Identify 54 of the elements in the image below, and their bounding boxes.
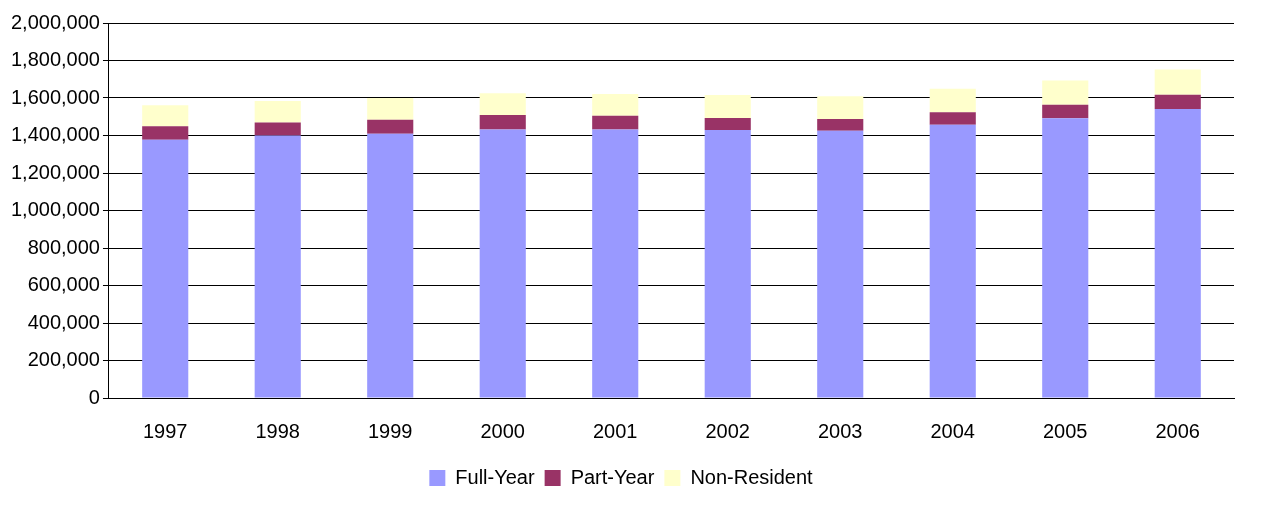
bar	[592, 115, 639, 130]
x-tick-label: 2004	[930, 419, 975, 442]
bar	[367, 133, 414, 398]
bar	[592, 129, 639, 398]
bar	[1154, 108, 1201, 398]
bar	[1154, 69, 1201, 95]
y-tick-label: 400,000	[27, 310, 100, 333]
y-tick-label: 1,200,000	[10, 160, 100, 183]
bar	[1042, 80, 1089, 105]
bar	[479, 93, 526, 115]
bar	[254, 101, 301, 123]
bar	[1042, 118, 1089, 398]
y-tick-label: 1,000,000	[10, 198, 100, 221]
y-tick-label: 0	[88, 385, 100, 408]
bar	[142, 105, 189, 127]
bar	[254, 122, 301, 136]
bar	[479, 114, 526, 130]
bar	[367, 119, 414, 134]
bar	[1154, 94, 1201, 109]
y-tick-label: 200,000	[27, 348, 100, 371]
legend-label: Part-Year	[570, 465, 655, 488]
bar	[817, 96, 864, 119]
bar	[817, 130, 864, 398]
x-tick-label: 2002	[705, 419, 750, 442]
bar	[929, 88, 976, 113]
bar	[142, 139, 189, 398]
x-tick-label: 1998	[255, 419, 300, 442]
y-tick-label: 2,000,000	[10, 10, 100, 33]
x-tick-label: 2001	[592, 419, 638, 442]
x-tick-label: 2005	[1043, 419, 1088, 442]
bar	[929, 112, 976, 125]
bar	[929, 124, 976, 398]
x-tick-label: 2000	[480, 419, 525, 442]
y-tick-label: 600,000	[27, 273, 100, 296]
x-tick-label: 2003	[817, 419, 863, 442]
x-tick-label: 1997	[142, 419, 188, 442]
bar	[817, 119, 864, 131]
bar	[592, 93, 639, 116]
y-tick-label: 1,800,000	[10, 48, 100, 71]
bar	[704, 95, 751, 118]
y-tick-label: 1,600,000	[10, 85, 100, 108]
bar	[254, 135, 301, 398]
bar	[367, 98, 414, 120]
bar	[1042, 104, 1089, 119]
x-tick-label: 1999	[367, 419, 413, 442]
bar	[704, 117, 751, 130]
bar	[142, 126, 189, 140]
legend-label: Non-Resident	[690, 465, 814, 488]
y-tick-label: 1,400,000	[10, 123, 100, 146]
bar	[704, 129, 751, 398]
x-tick-label: 2006	[1155, 419, 1200, 442]
y-tick-label: 800,000	[27, 235, 100, 258]
legend-label: Full-Year	[455, 465, 535, 488]
bar	[479, 129, 526, 398]
